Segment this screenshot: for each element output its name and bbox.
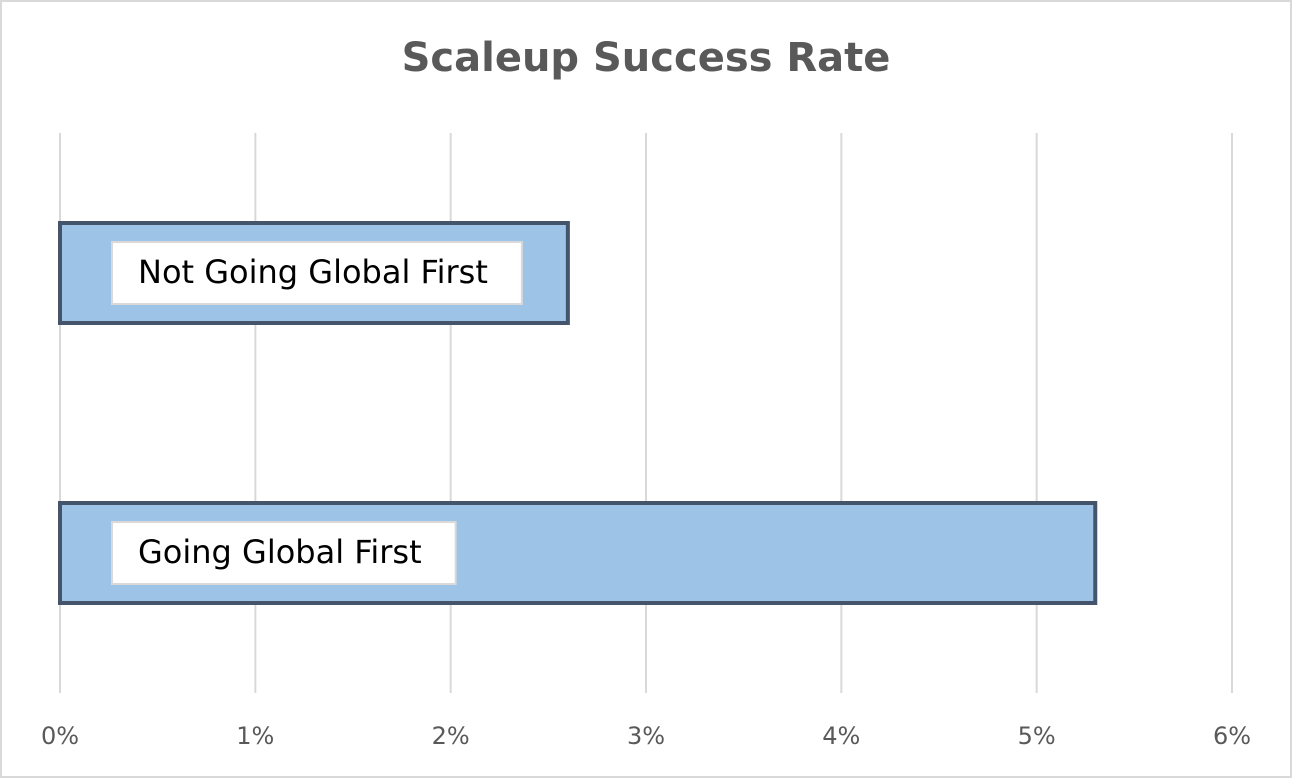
x-tick-label: 0% bbox=[41, 722, 79, 750]
x-tick-label: 5% bbox=[1018, 722, 1056, 750]
category-label-box bbox=[111, 241, 523, 305]
category-label: Not Going Global First bbox=[138, 253, 488, 291]
x-tick-label: 4% bbox=[822, 722, 860, 750]
category-label: Going Global First bbox=[138, 533, 422, 571]
x-tick-label: 3% bbox=[627, 722, 665, 750]
chart-title: Scaleup Success Rate bbox=[402, 35, 891, 81]
category-label-box bbox=[111, 521, 457, 585]
x-tick-label: 6% bbox=[1213, 722, 1251, 750]
x-tick-label: 1% bbox=[236, 722, 274, 750]
x-tick-label: 2% bbox=[432, 722, 470, 750]
